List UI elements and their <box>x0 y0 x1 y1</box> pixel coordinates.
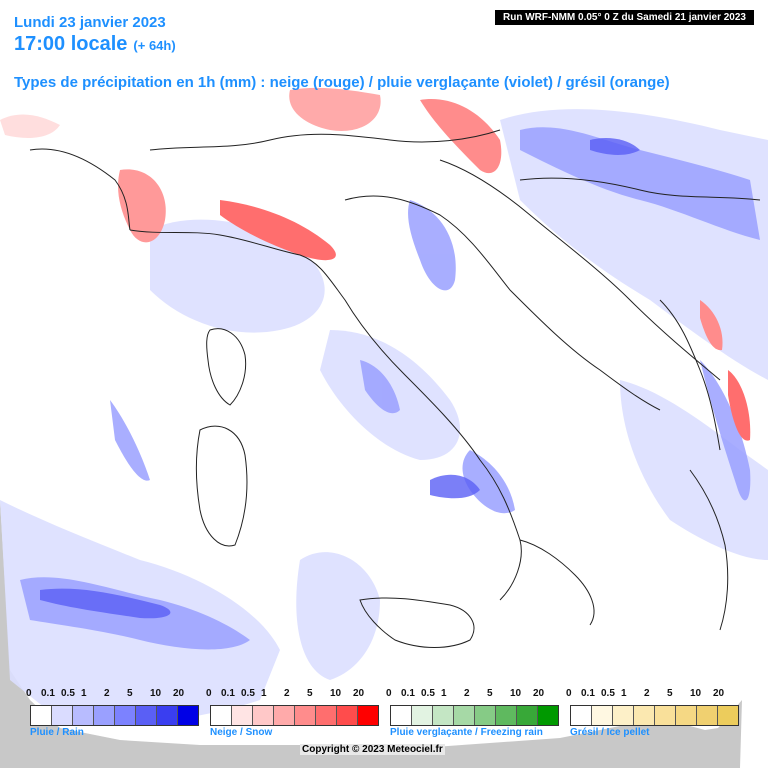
legend-color-boxes <box>390 705 559 726</box>
legend-scale: 0 0.1 0.5 1 2 5 10 20 Pluie / Rain <box>26 688 199 738</box>
legend-color-swatch <box>94 706 115 725</box>
legend-tick-label: 0.5 <box>241 688 255 699</box>
forecast-time: 17:00 locale (+ 64h) <box>14 33 176 56</box>
legend-tick-label: 1 <box>441 688 447 699</box>
legend-color-swatch <box>538 706 558 725</box>
legend-color-swatch <box>73 706 94 725</box>
map-subtitle: Types de précipitation en 1h (mm) : neig… <box>14 74 670 91</box>
legend-color-swatch <box>358 706 378 725</box>
legend-tick-label: 0.5 <box>601 688 615 699</box>
legend-color-swatch <box>295 706 316 725</box>
legend-ticks: 0 0.1 0.5 1 2 5 10 20 <box>566 688 732 702</box>
legend-tick-label: 2 <box>464 688 470 699</box>
legend-tick-label: 0.5 <box>421 688 435 699</box>
legend-color-swatch <box>676 706 697 725</box>
legend-color-swatch <box>391 706 412 725</box>
model-run-info: Run WRF-NMM 0.05° 0 Z du Samedi 21 janvi… <box>495 10 754 25</box>
legend-color-boxes <box>30 705 199 726</box>
legend-color-swatch <box>31 706 52 725</box>
legend-color-swatch <box>115 706 136 725</box>
legend-tick-label: 10 <box>150 688 162 699</box>
legend-scale: 0 0.1 0.5 1 2 5 10 20 Grésil / Ice pellet <box>566 688 739 738</box>
forecast-lead-time: (+ 64h) <box>133 38 176 53</box>
legend-color-swatch <box>454 706 475 725</box>
legend-tick-label: 0 <box>26 688 32 699</box>
legend-tick-label: 2 <box>644 688 650 699</box>
legend-color-swatch <box>274 706 295 725</box>
legend-ticks: 0 0.1 0.5 1 2 5 10 20 <box>26 688 192 702</box>
forecast-time-value: 17:00 locale <box>14 33 128 55</box>
legend-tick-label: 2 <box>284 688 290 699</box>
legend-tick-label: 0 <box>386 688 392 699</box>
legend-tick-label: 10 <box>690 688 702 699</box>
legend-tick-label: 10 <box>510 688 522 699</box>
legend-color-swatch <box>253 706 274 725</box>
legend-tick-label: 10 <box>330 688 342 699</box>
legend-color-swatch <box>433 706 454 725</box>
legend-tick-label: 5 <box>667 688 673 699</box>
legend-tick-label: 20 <box>713 688 725 699</box>
legend-scale: 0 0.1 0.5 1 2 5 10 20 Pluie verglaçante / Freezi… <box>386 688 559 738</box>
legend-tick-label: 5 <box>487 688 493 699</box>
rain-heavy <box>40 138 640 619</box>
legend-scale: 0 0.1 0.5 1 2 5 10 20 Neige / Snow <box>206 688 379 738</box>
legend-tick-label: 2 <box>104 688 110 699</box>
legend-color-swatch <box>211 706 232 725</box>
legend-tick-label: 0.1 <box>221 688 235 699</box>
legend-label: Neige / Snow <box>210 727 273 738</box>
legend-tick-label: 0.1 <box>41 688 55 699</box>
legend-color-swatch <box>337 706 358 725</box>
legend-color-boxes <box>570 705 739 726</box>
coastlines-borders <box>29 129 761 648</box>
legend-color-swatch <box>517 706 538 725</box>
forecast-date: Lundi 23 janvier 2023 <box>14 14 166 31</box>
legend-color-swatch <box>697 706 718 725</box>
legend-color-swatch <box>613 706 634 725</box>
legend-color-swatch <box>178 706 198 725</box>
legend-tick-label: 1 <box>81 688 87 699</box>
legend-color-swatch <box>475 706 496 725</box>
legend-tick-label: 0 <box>566 688 572 699</box>
legend-tick-label: 1 <box>621 688 627 699</box>
snow-areas <box>0 87 751 441</box>
legend-color-swatch <box>52 706 73 725</box>
legend-tick-label: 20 <box>353 688 365 699</box>
legend-ticks: 0 0.1 0.5 1 2 5 10 20 <box>386 688 552 702</box>
legend-color-swatch <box>655 706 676 725</box>
legend-color-boxes <box>210 705 379 726</box>
legend-color-swatch <box>496 706 517 725</box>
legend-color-swatch <box>634 706 655 725</box>
legend-label: Pluie / Rain <box>30 727 84 738</box>
legend-tick-label: 0 <box>206 688 212 699</box>
legend-ticks: 0 0.1 0.5 1 2 5 10 20 <box>206 688 372 702</box>
legend-tick-label: 1 <box>261 688 267 699</box>
legend-color-swatch <box>316 706 337 725</box>
legend-tick-label: 0.1 <box>401 688 415 699</box>
legend-tick-label: 0.1 <box>581 688 595 699</box>
legend-label: Grésil / Ice pellet <box>570 727 650 738</box>
legend-label: Pluie verglaçante / Freezing rain <box>390 727 543 738</box>
copyright-notice: Copyright © 2023 Meteociel.fr <box>300 744 445 755</box>
legend-color-swatch <box>592 706 613 725</box>
legend-tick-label: 20 <box>173 688 185 699</box>
legend-tick-label: 0.5 <box>61 688 75 699</box>
legend-color-swatch <box>718 706 738 725</box>
legend-tick-label: 5 <box>307 688 313 699</box>
legend-color-swatch <box>157 706 178 725</box>
legend-color-swatch <box>136 706 157 725</box>
legend-color-swatch <box>232 706 253 725</box>
legend-tick-label: 5 <box>127 688 133 699</box>
legend-color-swatch <box>571 706 592 725</box>
legend-color-swatch <box>412 706 433 725</box>
legend-tick-label: 20 <box>533 688 545 699</box>
